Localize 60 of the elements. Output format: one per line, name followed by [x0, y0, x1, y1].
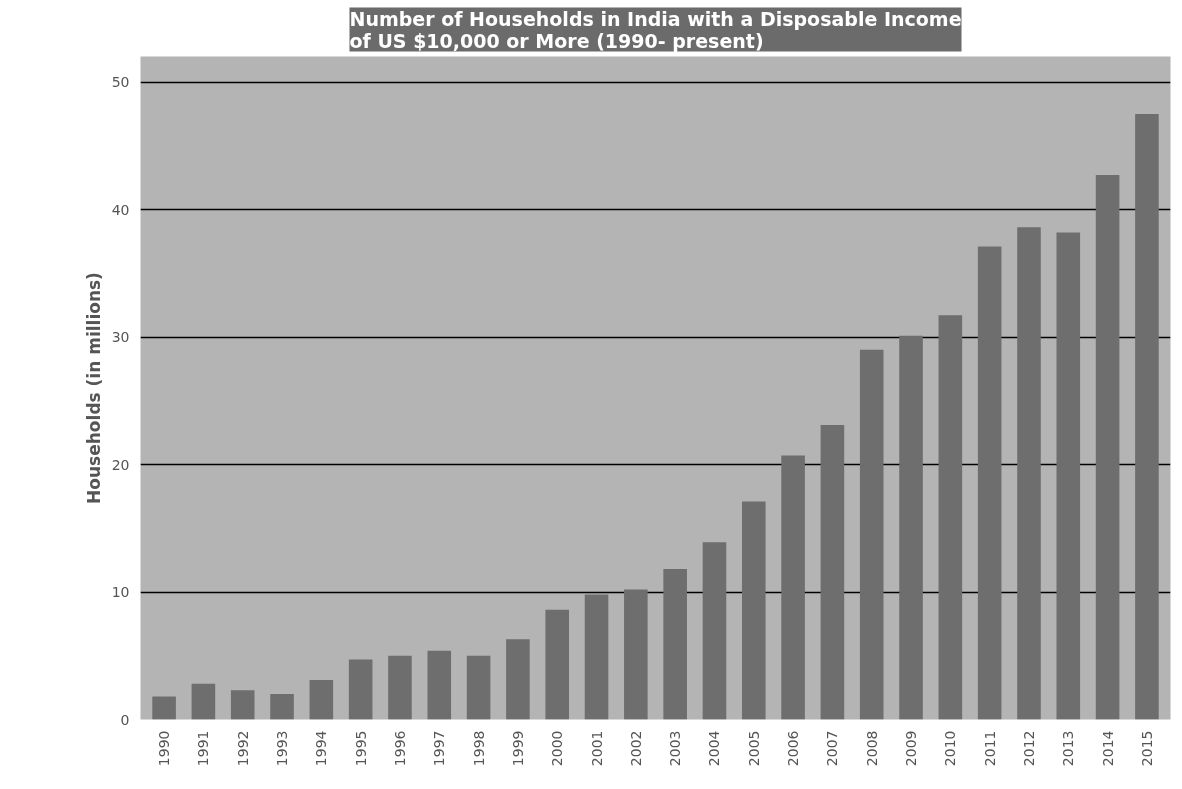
bar: [820, 424, 845, 720]
y-tick-label: 10: [111, 584, 130, 600]
chart-title: Number of Households in India with a Disposable Income of US $10,000 or More (1990- present): [349, 7, 962, 52]
bar: [427, 650, 452, 720]
x-tick-label: 2005: [745, 730, 762, 767]
bar: [230, 690, 255, 720]
x-tick-label: 2013: [1060, 730, 1077, 767]
x-tick-label: 2015: [1138, 730, 1155, 767]
x-tick-label: 1991: [195, 730, 212, 767]
bar: [506, 639, 530, 720]
bar: [466, 655, 491, 720]
y-tick-label: 20: [111, 456, 130, 473]
bar: [938, 315, 963, 720]
bar: [977, 246, 1002, 720]
x-tick-label: 2003: [667, 730, 684, 767]
x-tick-label: 1998: [470, 730, 487, 767]
x-tick-label: 2010: [942, 730, 959, 767]
bar: [741, 501, 766, 720]
x-tick-label: 2008: [863, 730, 880, 767]
x-tick-label: 2014: [1099, 730, 1116, 767]
x-tick-label: 2009: [903, 730, 920, 767]
x-tick-label: 1993: [274, 730, 291, 767]
x-tick-label: 2011: [981, 730, 998, 767]
y-axis-title: Households (in millions): [83, 272, 104, 504]
x-tick-label: 1992: [234, 730, 251, 767]
bar: [309, 679, 334, 720]
bar: [702, 542, 727, 720]
bar: [388, 655, 412, 720]
y-tick-label: 50: [111, 74, 130, 90]
bar: [191, 683, 216, 720]
bar: [781, 455, 805, 720]
bar: [899, 335, 923, 720]
bar: [270, 694, 294, 720]
bar: [1056, 232, 1081, 720]
x-tick-label: 2006: [785, 730, 802, 767]
y-tick-label: 0: [120, 711, 130, 728]
y-tick-label: 30: [111, 329, 130, 345]
bar: [152, 696, 176, 720]
x-tick-label: 1994: [313, 730, 330, 767]
x-tick-label: 2004: [706, 730, 723, 767]
bar: [545, 609, 570, 720]
x-tick-label: 2002: [627, 730, 644, 767]
x-tick-label: 2007: [824, 730, 841, 767]
x-tick-label: 2000: [549, 730, 566, 767]
y-tick-label: 40: [111, 201, 130, 218]
x-tick-label: 1990: [156, 730, 173, 767]
bar: [859, 349, 884, 720]
bar: [624, 589, 648, 720]
bar: [584, 594, 609, 720]
bar: [663, 569, 687, 720]
x-tick-label: 1995: [352, 730, 369, 767]
x-tick-label: 1997: [431, 730, 448, 767]
x-tick-label: 2012: [1020, 730, 1037, 767]
bar: [1135, 113, 1159, 720]
x-tick-label: 2001: [588, 730, 605, 767]
x-tick-label: 1999: [509, 730, 526, 767]
x-tick-label: 1996: [391, 730, 408, 767]
bar: [1017, 227, 1041, 720]
bar: [348, 659, 373, 720]
bar: [1095, 175, 1120, 720]
